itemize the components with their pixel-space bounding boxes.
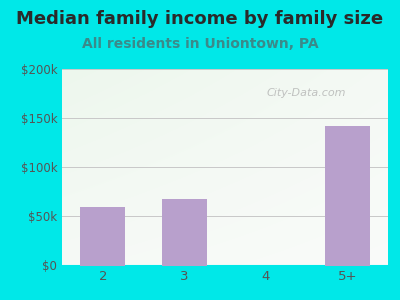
Text: Median family income by family size: Median family income by family size: [16, 11, 384, 28]
Bar: [325, 126, 370, 266]
Bar: [80, 206, 125, 266]
Bar: [162, 199, 207, 266]
Text: All residents in Uniontown, PA: All residents in Uniontown, PA: [82, 38, 318, 52]
Text: City-Data.com: City-Data.com: [267, 88, 346, 98]
